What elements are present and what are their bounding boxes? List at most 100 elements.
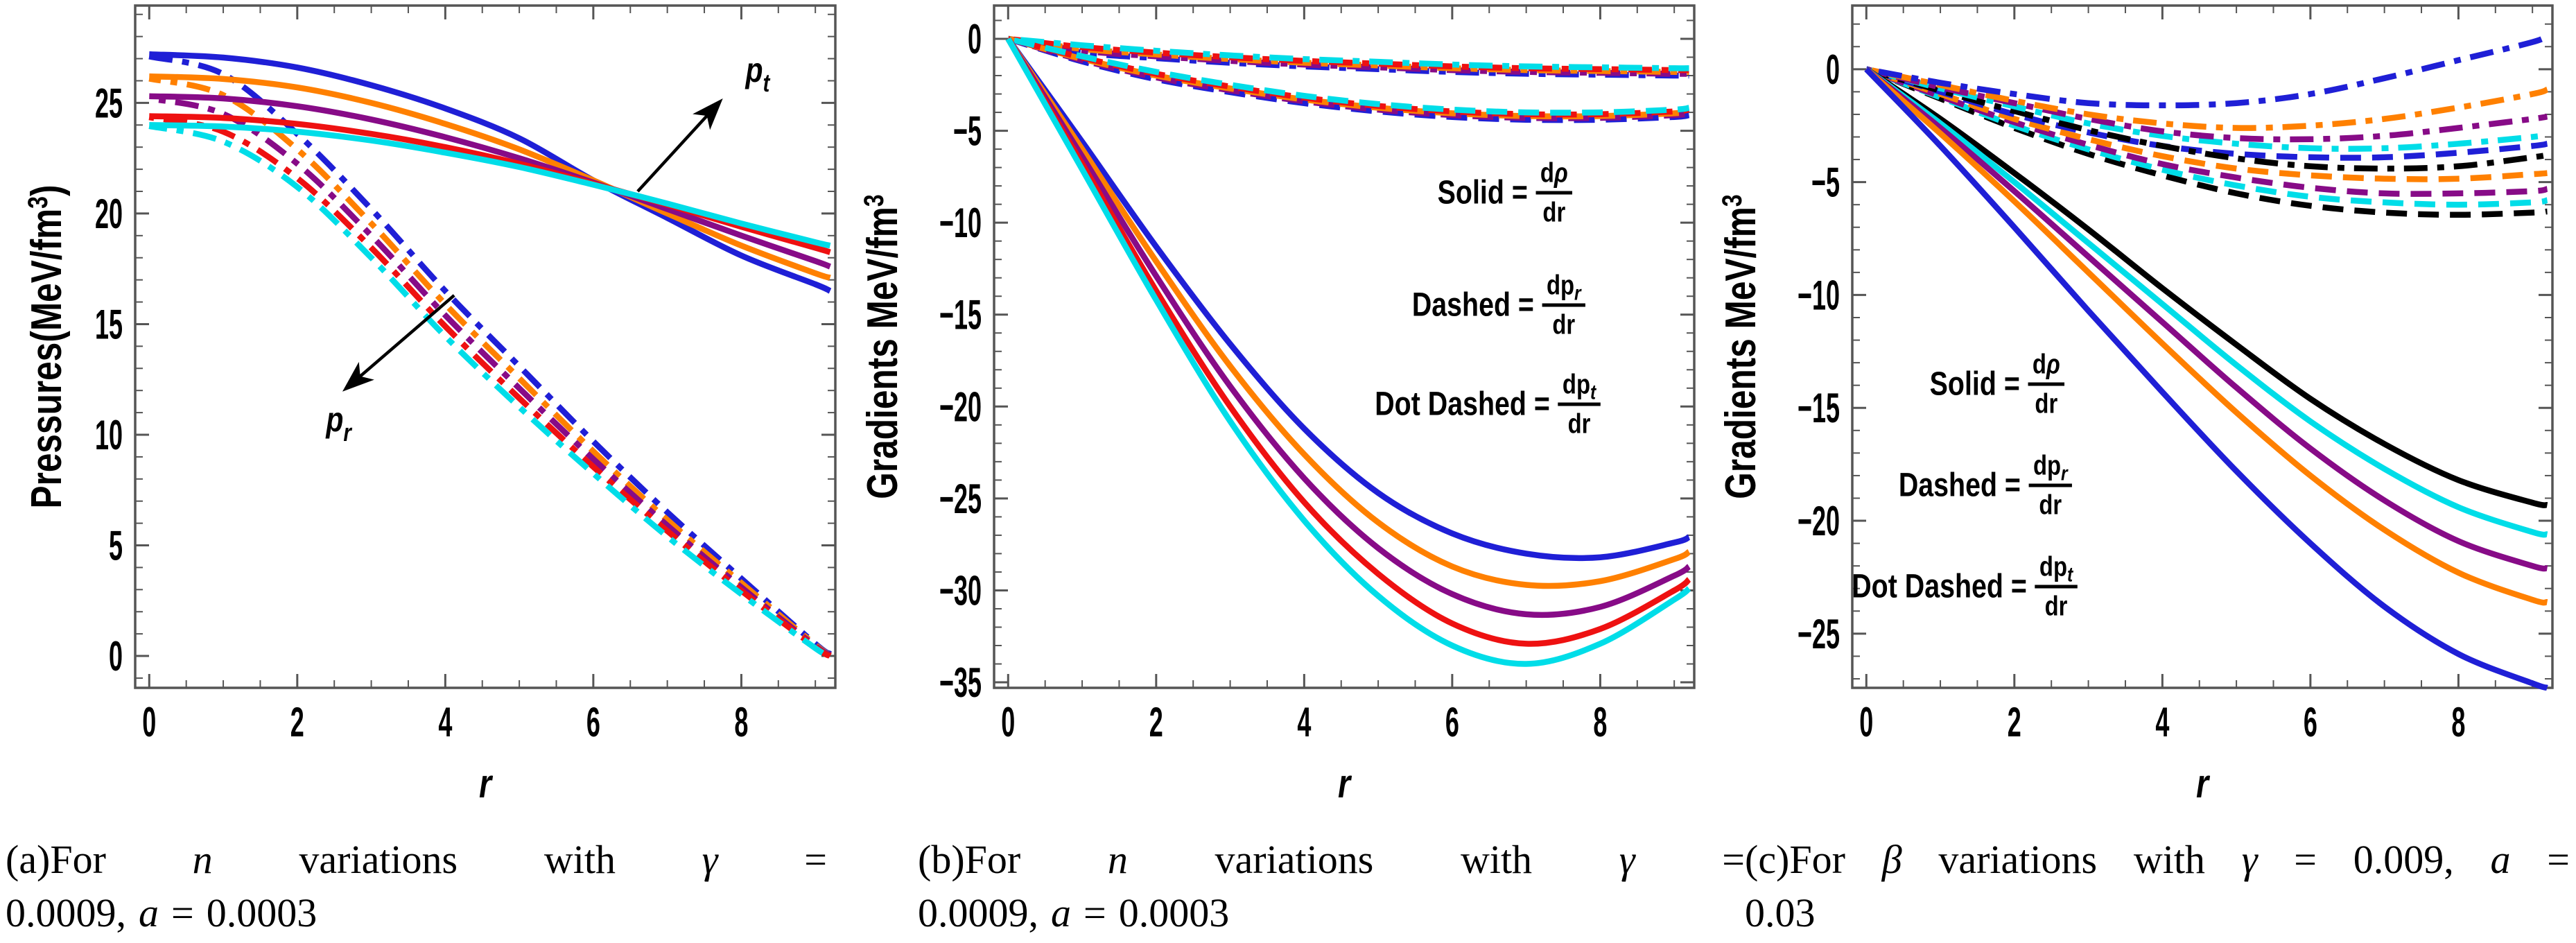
series-drho-blue bbox=[1864, 67, 2548, 691]
caption-line-2: 0.0009, a = 0.0003 bbox=[918, 890, 1745, 936]
legend-numerator-subscript: t bbox=[2066, 563, 2073, 587]
series-dpr-orange bbox=[1865, 66, 2548, 182]
legend-fraction-denominator: dr bbox=[2044, 591, 2068, 622]
caption-word: with bbox=[2133, 837, 2205, 882]
legend-row: Dot Dashed = d p t dr bbox=[1852, 551, 2078, 622]
caption-word: = bbox=[171, 890, 194, 935]
axis-ticks bbox=[994, 6, 1694, 688]
caption-line-2: 0.0009, a = 0.0003 bbox=[6, 890, 827, 936]
legend-derivative-fraction: d p t dr bbox=[2035, 551, 2078, 622]
y-tick-label: 20 bbox=[95, 191, 123, 238]
series-drho-orange bbox=[1864, 67, 2548, 606]
legend-numerator-char: p bbox=[1560, 270, 1575, 301]
legend-numerator-char: d bbox=[1540, 157, 1554, 189]
legend-style-label: Solid = bbox=[1929, 365, 2020, 403]
legend-style-label: Dot Dashed = bbox=[1852, 568, 2027, 605]
legend-style-label: Dashed = bbox=[1898, 467, 2021, 504]
legend-derivative-fraction: d p t dr bbox=[1558, 369, 1601, 440]
legend-derivative-fraction: d p r dr bbox=[2028, 450, 2073, 519]
legend-numerator-subscript: t bbox=[1590, 381, 1596, 404]
legend-style-label: Solid = bbox=[1437, 174, 1528, 211]
caption-word: γ bbox=[702, 837, 718, 882]
plot-frame bbox=[993, 4, 1696, 689]
legend-numerator-char: p bbox=[1576, 369, 1590, 400]
series-drho-cyan bbox=[1864, 67, 2548, 538]
series-drho-red bbox=[1005, 37, 1691, 647]
caption-word: a bbox=[139, 890, 159, 935]
legend-derivative-fraction: d ρ dr bbox=[1535, 157, 1573, 227]
annotation-label-p-t: pt bbox=[745, 51, 772, 96]
caption-line-1: (a)For n variations with γ = bbox=[6, 836, 827, 883]
series-dpt-orange bbox=[1007, 35, 1689, 76]
legend-style-label: Dot Dashed = bbox=[1375, 386, 1550, 423]
x-tick-label: 2 bbox=[290, 700, 304, 746]
x-tick-label: 8 bbox=[734, 700, 748, 746]
y-tick-label: −25 bbox=[939, 476, 982, 523]
series-drho-cyan bbox=[1005, 37, 1691, 667]
series-dpt-orange bbox=[1865, 66, 2549, 131]
caption-word: 0.009, bbox=[2353, 837, 2454, 882]
series-dpr-blue bbox=[1865, 66, 2548, 161]
legend-row: Dot Dashed = d p t dr bbox=[1375, 369, 1601, 440]
annotation-label-p-r: pr bbox=[325, 400, 352, 446]
series-pr-orange bbox=[148, 76, 832, 658]
caption-word: γ bbox=[1619, 837, 1635, 882]
legend-fraction-denominator: dr bbox=[1567, 408, 1591, 440]
series-drho-black bbox=[1864, 67, 2548, 508]
y-tick-label: −10 bbox=[1798, 272, 1840, 319]
x-tick-label: 2 bbox=[2008, 700, 2021, 746]
y-axis-label-text: Pressures(MeV/fm bbox=[22, 209, 71, 509]
x-axis-label: r bbox=[2196, 761, 2210, 806]
caption-word: = bbox=[1084, 890, 1106, 935]
caption-word: = bbox=[804, 837, 827, 882]
caption-word: 0.0009, bbox=[6, 890, 126, 935]
y-axis-label-text: Gradients MeV/fm bbox=[859, 207, 906, 499]
caption-word: (c)For bbox=[1745, 837, 1845, 882]
legend-numerator-char: d bbox=[2033, 450, 2048, 481]
series-dpt-cyan bbox=[1007, 35, 1689, 71]
y-tick-label: −5 bbox=[1811, 159, 1840, 206]
panel-b: 0 2 4 6 8 0 −5 −10 −15 −20 −25 −30 −35 Gradients MeV/… bbox=[859, 0, 1718, 829]
caption-word: 0.0009, bbox=[918, 890, 1038, 935]
series-dpr-cyan bbox=[1007, 35, 1690, 116]
legend-fraction-denominator: dr bbox=[1552, 309, 1576, 340]
y-tick-label: −35 bbox=[939, 660, 982, 707]
axis-ticks bbox=[135, 6, 835, 688]
y-axis-label: Gradients MeV/fm3 bbox=[1717, 194, 1764, 499]
series-pt-blue bbox=[149, 51, 832, 294]
y-axis-label-superscript: 3 bbox=[859, 194, 889, 207]
legend-numerator-char: p bbox=[2047, 450, 2062, 481]
legend-row: Dashed = d p r dr bbox=[1411, 270, 1586, 340]
legend-row: Solid = d ρ dr bbox=[1438, 159, 1573, 227]
y-tick-label: 15 bbox=[95, 302, 123, 348]
x-tick-label: 8 bbox=[1593, 700, 1607, 746]
legend-numerator-char: d bbox=[2039, 551, 2053, 582]
y-axis-label: Pressures(MeV/fm3) bbox=[22, 184, 71, 508]
y-axis-label: Gradients MeV/fm3 bbox=[859, 194, 906, 499]
annotation-arrowhead bbox=[693, 98, 723, 130]
caption-word: 0.0003 bbox=[206, 890, 317, 935]
caption-line-2: 0.03 bbox=[1745, 890, 2570, 936]
caption-word: with bbox=[543, 837, 616, 882]
caption-word: a bbox=[2490, 837, 2511, 882]
legend-style-label: Dashed = bbox=[1411, 286, 1534, 324]
y-axis-label-text: Gradients MeV/fm bbox=[1717, 207, 1764, 499]
y-tick-label: 0 bbox=[109, 634, 123, 680]
caption-word: a bbox=[1051, 890, 1071, 935]
caption-word: 0.0003 bbox=[1118, 890, 1230, 935]
caption-line-1: (b)For n variations with γ = bbox=[918, 836, 1745, 883]
legend-numerator-char: d bbox=[2032, 349, 2046, 380]
x-tick-label: 2 bbox=[1149, 700, 1163, 746]
x-tick-label: 0 bbox=[1001, 700, 1015, 746]
y-tick-label: 5 bbox=[109, 523, 123, 569]
y-tick-label: −25 bbox=[1798, 611, 1840, 657]
annotation-arrow-line bbox=[357, 294, 455, 379]
legend-numerator-char: d bbox=[1546, 270, 1561, 301]
legend-numerator-char: d bbox=[1562, 369, 1576, 400]
legend-numerator-subscript: r bbox=[1574, 282, 1581, 305]
x-tick-label: 6 bbox=[1445, 700, 1459, 746]
y-axis-label-text: ) bbox=[22, 184, 71, 196]
caption-word: = bbox=[2294, 837, 2317, 882]
